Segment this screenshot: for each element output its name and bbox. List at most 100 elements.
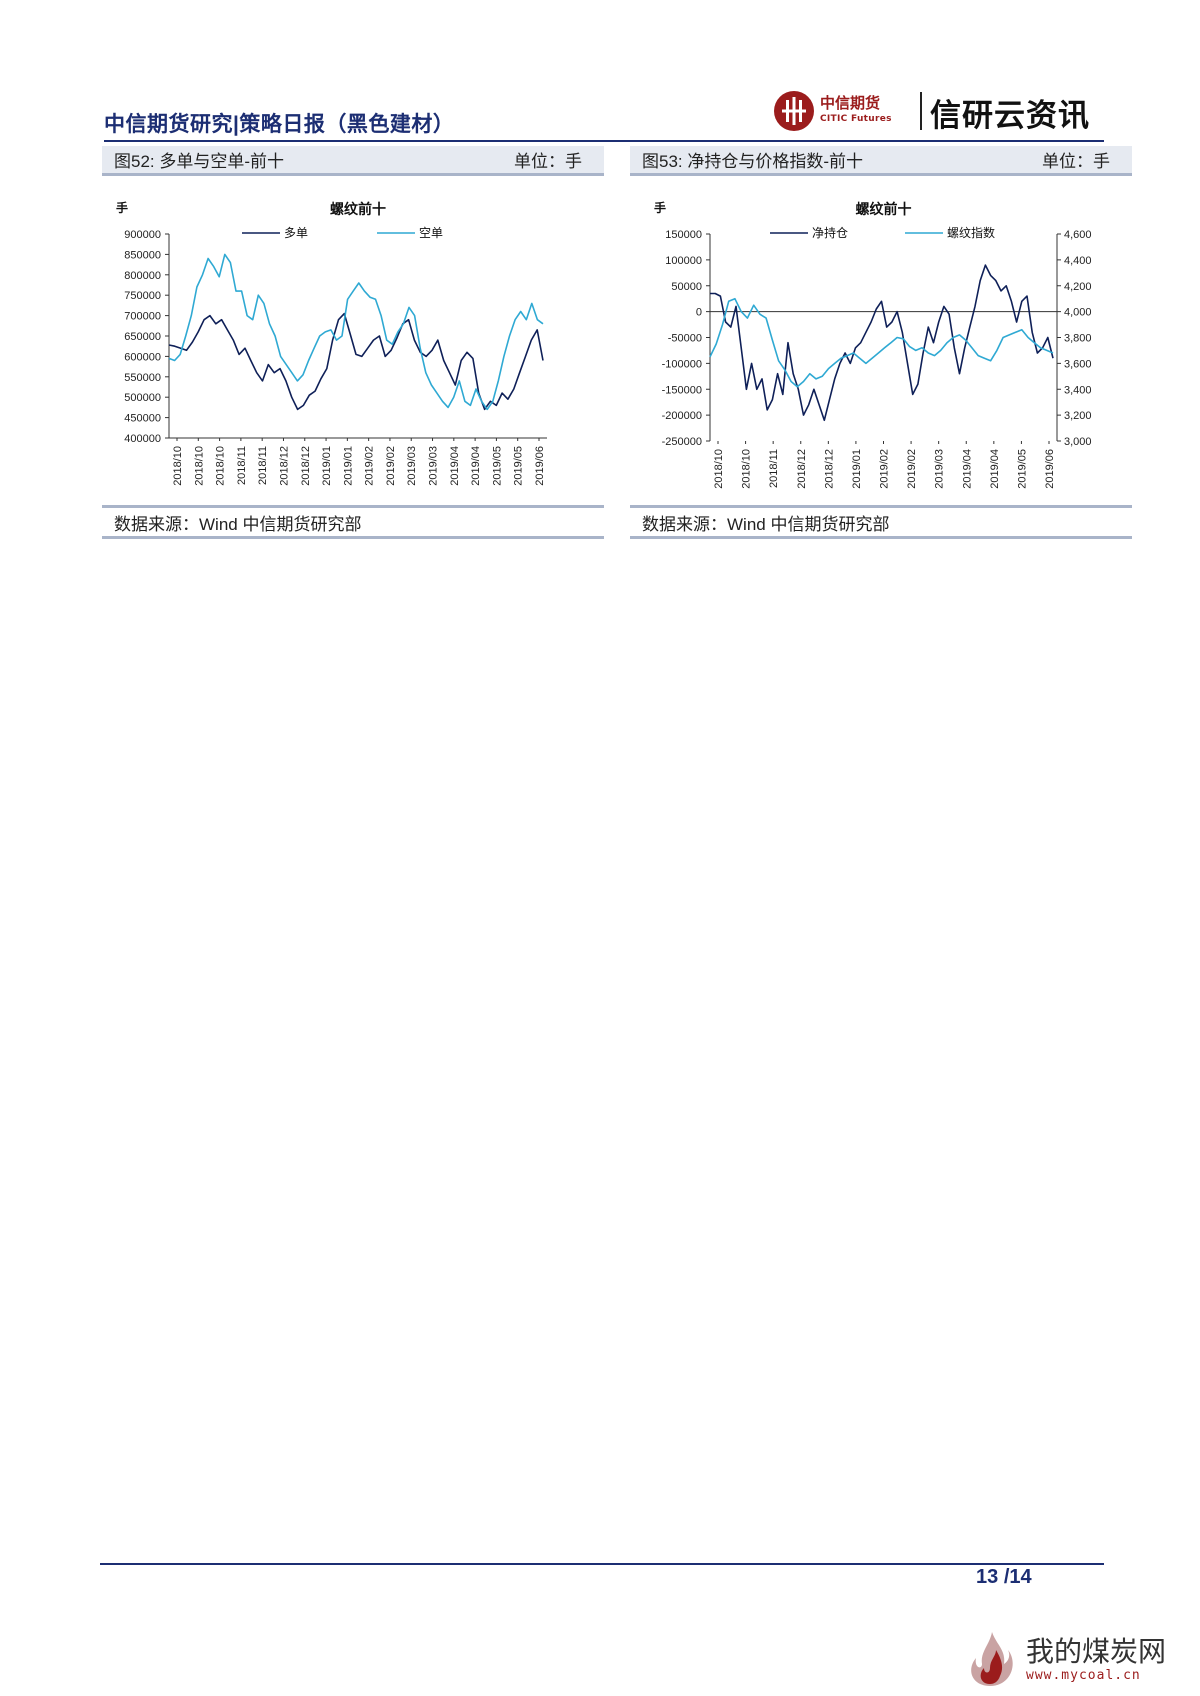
x-tick-label: 2019/02 (879, 449, 891, 489)
chart-title: 螺纹前十 (330, 201, 386, 217)
y-tick-label: 50000 (671, 281, 702, 293)
x-tick-label: 2018/11 (257, 446, 269, 485)
y-tick-label: 800000 (124, 270, 161, 282)
page-current: 13 (976, 1566, 999, 1588)
x-tick-label: 2019/04 (470, 446, 482, 486)
header-rule (104, 140, 1104, 142)
series-line-1 (168, 312, 544, 411)
figure-53-chart: 螺纹前十 手净持仓 螺纹指数 150000 100000 50000 0 -50000 -100… (630, 176, 1132, 501)
y-tick-label: -200000 (662, 410, 702, 422)
y-tick-label: 0 (696, 307, 702, 319)
series-line-1 (710, 264, 1054, 422)
chart-title: 螺纹前十 (856, 201, 912, 217)
y-tick-label: 150000 (665, 229, 702, 241)
y-tick-label: -250000 (662, 436, 702, 448)
x-tick-label: 2019/04 (449, 446, 461, 486)
logo-company-en: CITIC Futures (820, 114, 892, 124)
y-tick-label: 650000 (124, 331, 161, 343)
y-tick-label: 600000 (124, 351, 161, 363)
y2-tick-label: 4,000 (1064, 307, 1092, 319)
legend-label: 净持仓 (812, 225, 848, 240)
report-title: 中信期货研究|策略日报（黑色建材） (104, 113, 455, 136)
x-tick-label: 2019/03 (406, 446, 418, 486)
y-tick-label: 900000 (124, 229, 161, 241)
y-tick-label: -50000 (668, 333, 702, 345)
y2-tick-label: 3,600 (1064, 358, 1092, 370)
page-total: /14 (1003, 1566, 1032, 1588)
x-tick-label: 2019/04 (961, 449, 973, 489)
x-tick-label: 2019/02 (385, 446, 397, 486)
y-axis-unit-label: 手 (654, 200, 666, 215)
y2-tick-label: 3,800 (1064, 333, 1092, 345)
y-tick-label: 550000 (124, 372, 161, 384)
legend-label: 空单 (419, 226, 443, 240)
y-tick-label: 100000 (665, 255, 702, 267)
x-tick-label: 2019/04 (989, 449, 1001, 489)
y-tick-label: 750000 (124, 290, 161, 302)
y-tick-label: 500000 (124, 392, 161, 404)
y-tick-label: 700000 (124, 311, 161, 323)
x-tick-label: 2018/10 (193, 446, 205, 486)
x-tick-label: 2018/10 (713, 449, 725, 489)
legend-label: 多单 (284, 226, 308, 240)
mycoal-watermark: 我的煤炭网 www.mycoal.cn (960, 1630, 1180, 1690)
long-short-chart: 螺纹前十 手多单 空单 900000 850000 800000 750000 700000 6… (116, 200, 547, 486)
y-tick-label: -100000 (662, 358, 702, 370)
figure-52-unit: 单位：手 (514, 152, 582, 171)
x-tick-label: 2018/11 (236, 446, 248, 485)
citic-emblem-icon (774, 91, 814, 131)
x-tick-label: 2019/03 (428, 446, 440, 486)
figure-52-caption-bar: 图52: 多单与空单-前十 单位：手 (102, 146, 604, 176)
brand-name: 信研云资讯 (930, 98, 1090, 134)
y2-tick-label: 4,200 (1064, 281, 1092, 293)
figure-53-source: 数据来源：Wind 中信期货研究部 (630, 505, 1132, 539)
x-tick-label: 2019/01 (342, 446, 354, 486)
x-tick-label: 2019/01 (851, 449, 863, 489)
y-tick-label: 400000 (124, 433, 161, 445)
figure-52-caption: 图52: 多单与空单-前十 (114, 152, 285, 171)
x-tick-label: 2019/03 (934, 449, 946, 489)
figure-52-chart: 螺纹前十 手多单 空单 900000 850000 800000 750000 700000 6… (102, 176, 604, 501)
citic-logo: 中信期货 CITIC Futures 信研云资讯 (772, 88, 1110, 134)
x-tick-label: 2018/10 (172, 446, 184, 486)
y2-tick-label: 4,400 (1064, 255, 1092, 267)
watermark-url: www.mycoal.cn (1026, 1668, 1141, 1683)
figure-52-source: 数据来源：Wind 中信期货研究部 (102, 505, 604, 539)
legend-label: 螺纹指数 (947, 225, 995, 240)
x-tick-label: 2019/06 (1044, 449, 1056, 489)
y2-tick-label: 3,200 (1064, 410, 1092, 422)
logo-company-cn: 中信期货 (820, 94, 881, 112)
y2-tick-label: 3,400 (1064, 384, 1092, 396)
page-number: 13 /14 (976, 1566, 1032, 1589)
logo-divider (920, 92, 922, 130)
y2-tick-label: 4,600 (1064, 229, 1092, 241)
x-tick-label: 2018/12 (796, 449, 808, 489)
figure-53-panel: 图53: 净持仓与价格指数-前十 单位：手 螺纹前十 手净持仓 螺纹指数 150000… (630, 146, 1132, 539)
x-tick-label: 2019/05 (491, 446, 503, 486)
figure-53-unit: 单位：手 (1042, 152, 1110, 171)
figure-53-caption-bar: 图53: 净持仓与价格指数-前十 单位：手 (630, 146, 1132, 176)
watermark-name: 我的煤炭网 (1026, 1635, 1167, 1668)
x-tick-label: 2019/01 (321, 446, 333, 486)
x-tick-label: 2019/02 (364, 446, 376, 486)
x-tick-label: 2018/11 (768, 449, 780, 488)
x-tick-label: 2019/06 (534, 446, 546, 486)
y2-tick-label: 3,000 (1064, 436, 1092, 448)
x-tick-label: 2018/12 (278, 446, 290, 486)
x-tick-label: 2018/10 (215, 446, 227, 486)
x-tick-label: 2019/02 (906, 449, 918, 489)
y-tick-label: 450000 (124, 413, 161, 425)
figure-52-panel: 图52: 多单与空单-前十 单位：手 螺纹前十 手多单 空单 900000 850000… (102, 146, 604, 539)
y-tick-label: -150000 (662, 384, 702, 396)
x-tick-label: 2018/12 (300, 446, 312, 486)
x-tick-label: 2018/10 (741, 449, 753, 489)
flame-icon (971, 1632, 1013, 1686)
x-tick-label: 2019/05 (1016, 449, 1028, 489)
y-tick-label: 850000 (124, 249, 161, 261)
y-axis-unit-label: 手 (116, 200, 128, 215)
series-line-2 (709, 297, 1054, 388)
series-line-2 (168, 253, 544, 411)
x-tick-label: 2018/12 (823, 449, 835, 489)
x-tick-label: 2019/05 (513, 446, 525, 486)
